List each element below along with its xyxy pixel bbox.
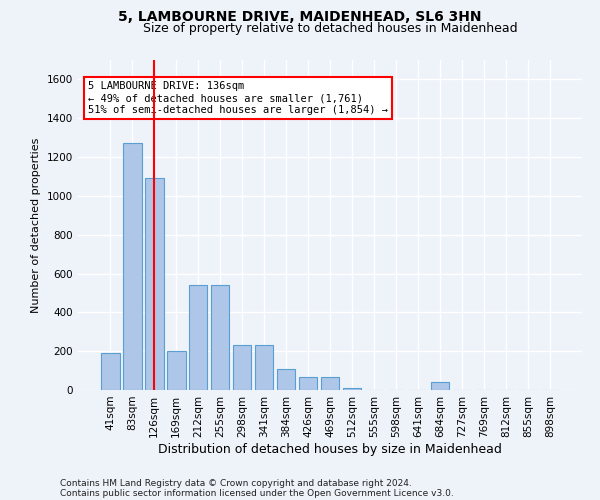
Bar [299,378,317,390]
Bar [101,353,119,390]
Bar [343,388,361,390]
Bar [189,285,208,390]
Text: 5, LAMBOURNE DRIVE, MAIDENHEAD, SL6 3HN: 5, LAMBOURNE DRIVE, MAIDENHEAD, SL6 3HN [118,10,482,24]
Bar [211,285,229,390]
Text: Contains public sector information licensed under the Open Government Licence v3: Contains public sector information licen… [60,488,454,498]
Bar [167,351,185,390]
Text: 5 LAMBOURNE DRIVE: 136sqm
← 49% of detached houses are smaller (1,761)
51% of se: 5 LAMBOURNE DRIVE: 136sqm ← 49% of detac… [88,82,388,114]
Bar [255,346,274,390]
Bar [431,382,449,390]
Text: Contains HM Land Registry data © Crown copyright and database right 2024.: Contains HM Land Registry data © Crown c… [60,478,412,488]
Bar [233,346,251,390]
Title: Size of property relative to detached houses in Maidenhead: Size of property relative to detached ho… [143,22,517,35]
Bar [145,178,164,390]
X-axis label: Distribution of detached houses by size in Maidenhead: Distribution of detached houses by size … [158,442,502,456]
Y-axis label: Number of detached properties: Number of detached properties [31,138,41,312]
Bar [320,378,340,390]
Bar [123,144,142,390]
Bar [277,368,295,390]
